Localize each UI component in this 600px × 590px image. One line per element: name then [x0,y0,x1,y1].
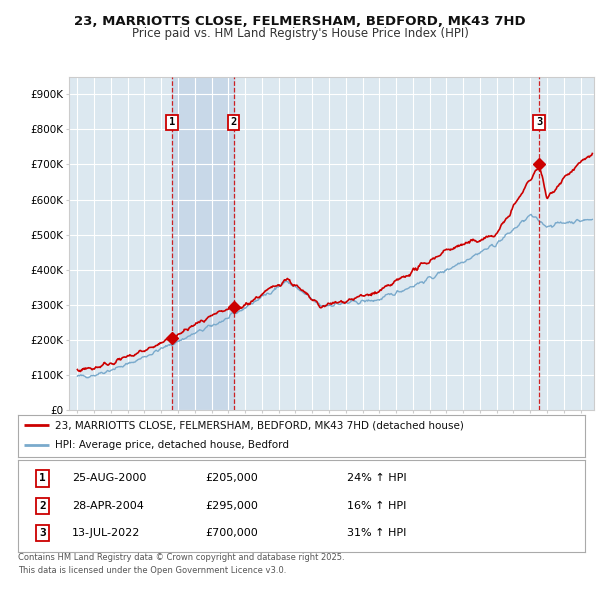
Text: 16% ↑ HPI: 16% ↑ HPI [347,501,406,511]
Text: 13-JUL-2022: 13-JUL-2022 [72,529,140,538]
Text: 3: 3 [536,117,542,127]
Text: Contains HM Land Registry data © Crown copyright and database right 2025.
This d: Contains HM Land Registry data © Crown c… [18,553,344,575]
Text: £205,000: £205,000 [205,474,258,483]
Text: Price paid vs. HM Land Registry's House Price Index (HPI): Price paid vs. HM Land Registry's House … [131,27,469,40]
Text: 2: 2 [39,501,46,511]
Text: 28-APR-2004: 28-APR-2004 [72,501,144,511]
Text: 25-AUG-2000: 25-AUG-2000 [72,474,146,483]
Text: 23, MARRIOTTS CLOSE, FELMERSHAM, BEDFORD, MK43 7HD (detached house): 23, MARRIOTTS CLOSE, FELMERSHAM, BEDFORD… [55,421,464,430]
Text: 2: 2 [230,117,237,127]
Text: 23, MARRIOTTS CLOSE, FELMERSHAM, BEDFORD, MK43 7HD: 23, MARRIOTTS CLOSE, FELMERSHAM, BEDFORD… [74,15,526,28]
Text: 1: 1 [169,117,175,127]
Bar [172,77,234,410]
Text: 3: 3 [39,529,46,538]
Text: 24% ↑ HPI: 24% ↑ HPI [347,474,406,483]
Text: 31% ↑ HPI: 31% ↑ HPI [347,529,406,538]
Text: £295,000: £295,000 [205,501,258,511]
Text: £700,000: £700,000 [205,529,258,538]
Text: HPI: Average price, detached house, Bedford: HPI: Average price, detached house, Bedf… [55,440,289,450]
Text: 1: 1 [39,474,46,483]
